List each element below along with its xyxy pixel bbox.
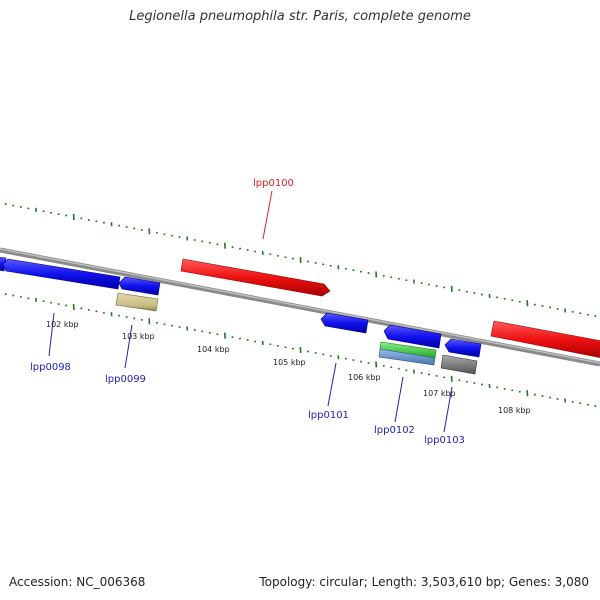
- kbp-label: 103 kbp: [122, 332, 155, 341]
- accession-text: Accession: NC_006368: [9, 575, 146, 589]
- gene-lpp0099[interactable]: [115, 292, 159, 312]
- gene-lpp0102-upper[interactable]: [383, 324, 442, 349]
- leader-lpp0098: [48, 312, 55, 357]
- kbp-label: 102 kbp: [46, 320, 79, 329]
- tick-row-upper: [4, 203, 597, 318]
- gene-lpp0100[interactable]: [180, 258, 331, 297]
- locus-label-lpp0103[interactable]: lpp0103: [424, 435, 465, 446]
- leader-lpp0103: [443, 386, 453, 433]
- kbp-label: 107 kbp: [423, 389, 456, 398]
- kbp-label: 108 kbp: [498, 406, 531, 415]
- leader-lpp0100: [262, 190, 273, 240]
- gene-lpp0103[interactable]: [440, 354, 478, 375]
- locus-label-lpp0102[interactable]: lpp0102: [374, 425, 415, 436]
- kbp-label: 104 kbp: [197, 345, 230, 354]
- kbp-label: 106 kbp: [348, 373, 381, 382]
- genome-summary-text: Topology: circular; Length: 3,503,610 bp…: [259, 575, 589, 589]
- locus-label-lpp0101[interactable]: lpp0101: [308, 410, 349, 421]
- locus-label-lpp0098[interactable]: lpp0098: [30, 362, 71, 373]
- kbp-label: 105 kbp: [273, 358, 306, 367]
- gene-lpp0098[interactable]: [2, 258, 121, 290]
- gene-lpp0103-neighbor[interactable]: [444, 338, 482, 358]
- genome-backbone: [0, 247, 600, 367]
- leader-lpp0102: [394, 376, 404, 423]
- map-title: Legionella pneumophila str. Paris, compl…: [129, 9, 471, 24]
- gene-lpp0099-neighbor[interactable]: [118, 276, 161, 296]
- leader-lpp0101: [327, 362, 337, 407]
- gene-lpp0101[interactable]: [320, 312, 369, 334]
- gene-forward-right[interactable]: [490, 320, 600, 358]
- leader-lpp0099: [124, 324, 133, 369]
- locus-label-lpp0099[interactable]: lpp0099: [105, 374, 146, 385]
- genome-backbone-highlight: [0, 248, 600, 364]
- tick-row-lower: [4, 293, 597, 408]
- locus-label-lpp0100[interactable]: lpp0100: [253, 178, 294, 189]
- gene-lpp0102[interactable]: [378, 348, 436, 366]
